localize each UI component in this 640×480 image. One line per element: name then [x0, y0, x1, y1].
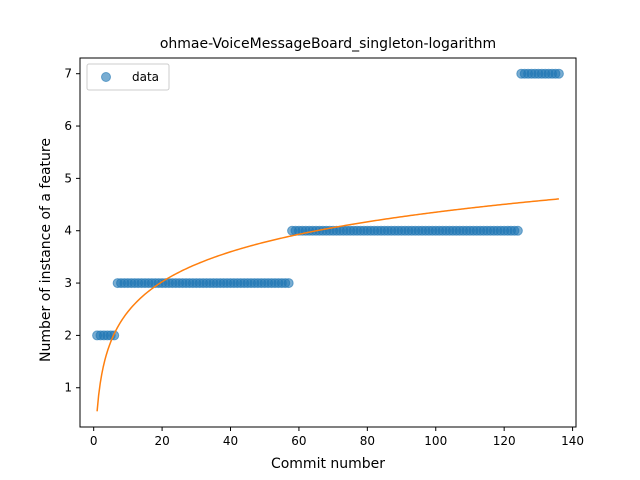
y-tick-label: 7 [64, 67, 72, 81]
x-axis-ticks: 0 20 40 60 80 100 120 140 [90, 427, 584, 448]
x-tick-label: 140 [561, 434, 584, 448]
y-tick-label: 6 [64, 119, 72, 133]
x-tick-label: 20 [154, 434, 169, 448]
y-axis-label: Number of instance of a feature [38, 138, 54, 362]
y-axis-ticks: 1 2 3 4 5 6 7 [64, 67, 80, 395]
fit-line [96, 198, 559, 412]
y-tick-label: 2 [64, 328, 72, 342]
legend-label: data [132, 70, 159, 84]
x-tick-label: 120 [493, 434, 516, 448]
y-tick-label: 3 [64, 276, 72, 290]
x-tick-label: 0 [90, 434, 98, 448]
legend: data [86, 63, 170, 91]
axes-frame [79, 57, 577, 428]
y-tick-label: 1 [64, 381, 72, 395]
x-axis-label: Commit number [271, 456, 385, 472]
x-tick-label: 80 [360, 434, 375, 448]
plot-area [79, 57, 577, 428]
x-tick-label: 100 [424, 434, 447, 448]
scatter-series [92, 68, 564, 341]
data-point [553, 68, 564, 79]
y-tick-label: 4 [64, 224, 72, 238]
legend-box [86, 63, 170, 91]
x-tick-label: 40 [223, 434, 238, 448]
y-tick-label: 5 [64, 171, 72, 185]
legend-marker [101, 72, 111, 82]
data-point [512, 225, 523, 236]
data-point [283, 278, 294, 289]
chart-title: ohmae-VoiceMessageBoard_singleton-logari… [160, 36, 496, 52]
x-tick-label: 60 [291, 434, 306, 448]
